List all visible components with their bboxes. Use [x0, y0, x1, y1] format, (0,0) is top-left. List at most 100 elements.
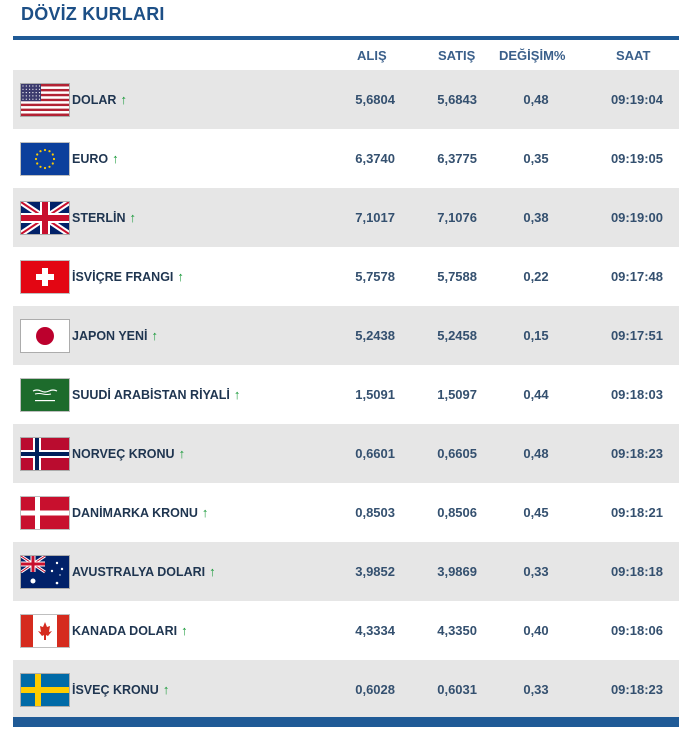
currency-name[interactable]: İSVEÇ KRONU ↑ — [72, 682, 169, 697]
currency-name[interactable]: İSVİÇRE FRANGI ↑ — [72, 269, 184, 284]
arrow-up-icon: ↑ — [162, 682, 170, 697]
currency-name-label: EURO — [72, 152, 109, 166]
currency-name[interactable]: DOLAR ↑ — [72, 92, 127, 107]
currency-name-label: JAPON YENİ — [72, 329, 148, 343]
column-header-degisim: DEĞİŞİM% — [499, 48, 566, 63]
buy-rate: 5,7578 — [355, 269, 395, 284]
buy-rate: 4,3334 — [355, 623, 395, 638]
change-percent: 0,45 — [523, 505, 549, 520]
sell-rate: 3,9869 — [437, 564, 477, 579]
change-percent: 0,35 — [523, 151, 549, 166]
eu-flag-icon — [21, 143, 69, 175]
sell-rate: 0,8506 — [437, 505, 477, 520]
currency-name[interactable]: EURO ↑ — [72, 151, 119, 166]
currency-name[interactable]: NORVEÇ KRONU ↑ — [72, 446, 185, 461]
table-bottom-bar — [13, 717, 679, 727]
currency-name-label: İSVEÇ KRONU — [72, 683, 159, 697]
column-header-alis: ALIŞ — [357, 48, 387, 63]
change-percent: 0,33 — [523, 682, 549, 697]
sweden-flag-icon — [21, 674, 69, 706]
norway-flag-icon — [21, 438, 69, 470]
table-row[interactable]: DANİMARKA KRONU ↑ 0,8503 0,8506 0,45 09:1… — [13, 483, 679, 542]
change-percent: 0,33 — [523, 564, 549, 579]
change-percent: 0,40 — [523, 623, 549, 638]
buy-rate: 5,6804 — [355, 92, 395, 107]
currency-table: ALIŞ SATIŞ DEĞİŞİM% SAAT DOLAR ↑ 5,6804 5… — [13, 36, 679, 719]
currency-name-label: STERLİN — [72, 211, 126, 225]
buy-rate: 6,3740 — [355, 151, 395, 166]
currency-name-label: DANİMARKA KRONU — [72, 506, 198, 520]
update-time: 09:18:23 — [610, 446, 663, 461]
buy-rate: 7,1017 — [355, 210, 395, 225]
arrow-up-icon: ↑ — [112, 151, 119, 166]
sell-rate: 4,3350 — [437, 623, 477, 638]
canada-flag-icon — [21, 615, 69, 647]
arrow-up-icon: ↑ — [201, 505, 209, 520]
sell-rate: 0,6605 — [437, 446, 477, 461]
currency-name-label: KANADA DOLARI — [72, 624, 178, 638]
currency-name[interactable]: DANİMARKA KRONU ↑ — [72, 505, 208, 520]
currency-name-label: AVUSTRALYA DOLARI — [72, 565, 206, 579]
sell-rate: 1,5097 — [437, 387, 477, 402]
table-top-bar — [13, 36, 679, 40]
update-time: 09:19:05 — [610, 151, 663, 166]
currency-name[interactable]: SUUDİ ARABİSTAN RİYALİ ↑ — [72, 387, 240, 402]
buy-rate: 0,6028 — [355, 682, 395, 697]
arrow-up-icon: ↑ — [120, 92, 127, 107]
currency-name-label: DOLAR — [72, 93, 117, 107]
column-header-saat: SAAT — [616, 48, 651, 63]
update-time: 09:18:21 — [610, 505, 663, 520]
table-header: ALIŞ SATIŞ DEĞİŞİM% SAAT — [13, 40, 679, 70]
table-row[interactable]: İSVİÇRE FRANGI ↑ 5,7578 5,7588 0,22 09:17… — [13, 247, 679, 306]
table-row[interactable]: SUUDİ ARABİSTAN RİYALİ ↑ 1,5091 1,5097 0,… — [13, 365, 679, 424]
update-time: 09:18:18 — [610, 564, 663, 579]
table-row[interactable]: İSVEÇ KRONU ↑ 0,6028 0,6031 0,33 09:18:23 — [13, 660, 679, 719]
currency-name[interactable]: KANADA DOLARI ↑ — [72, 623, 188, 638]
table-row[interactable]: KANADA DOLARI ↑ 4,3334 4,3350 0,40 09:18:… — [13, 601, 679, 660]
currency-name[interactable]: JAPON YENİ ↑ — [72, 328, 158, 343]
sell-rate: 7,1076 — [437, 210, 477, 225]
change-percent: 0,15 — [523, 328, 549, 343]
currency-name-label: NORVEÇ KRONU — [72, 447, 175, 461]
currency-name-label: İSVİÇRE FRANGI — [72, 270, 174, 284]
buy-rate: 5,2438 — [355, 328, 395, 343]
update-time: 09:18:03 — [610, 387, 663, 402]
currency-name[interactable]: AVUSTRALYA DOLARI ↑ — [72, 564, 216, 579]
arrow-up-icon: ↑ — [181, 623, 188, 638]
currency-name-label: SUUDİ ARABİSTAN RİYALİ — [72, 388, 230, 402]
sell-rate: 5,2458 — [437, 328, 477, 343]
change-percent: 0,48 — [523, 92, 549, 107]
change-percent: 0,48 — [523, 446, 549, 461]
update-time: 09:19:04 — [610, 92, 663, 107]
arrow-up-icon: ↑ — [233, 387, 241, 402]
japan-flag-icon — [21, 320, 69, 352]
change-percent: 0,22 — [523, 269, 549, 284]
change-percent: 0,38 — [523, 210, 549, 225]
swiss-flag-icon — [21, 261, 69, 293]
update-time: 09:17:51 — [610, 328, 663, 343]
table-row[interactable]: NORVEÇ KRONU ↑ 0,6601 0,6605 0,48 09:18:2… — [13, 424, 679, 483]
arrow-up-icon: ↑ — [209, 564, 216, 579]
arrow-up-icon: ↑ — [177, 269, 184, 284]
table-row[interactable]: DOLAR ↑ 5,6804 5,6843 0,48 09:19:04 — [13, 70, 679, 129]
denmark-flag-icon — [21, 497, 69, 529]
change-percent: 0,44 — [523, 387, 549, 402]
table-row[interactable]: AVUSTRALYA DOLARI ↑ 3,9852 3,9869 0,33 09… — [13, 542, 679, 601]
us-flag-icon — [21, 84, 69, 116]
buy-rate: 1,5091 — [355, 387, 395, 402]
update-time: 09:18:06 — [610, 623, 663, 638]
table-row[interactable]: EURO ↑ 6,3740 6,3775 0,35 09:19:05 — [13, 129, 679, 188]
page-title: DÖVİZ KURLARI — [21, 4, 165, 24]
buy-rate: 0,6601 — [355, 446, 395, 461]
update-time: 09:17:48 — [610, 269, 663, 284]
saudi-flag-icon — [21, 379, 69, 411]
uk-flag-icon — [21, 202, 69, 234]
sell-rate: 0,6031 — [437, 682, 477, 697]
sell-rate: 5,7588 — [437, 269, 477, 284]
update-time: 09:19:00 — [610, 210, 663, 225]
currency-name[interactable]: STERLİN ↑ — [72, 210, 136, 225]
arrow-up-icon: ↑ — [178, 446, 186, 461]
table-row[interactable]: JAPON YENİ ↑ 5,2438 5,2458 0,15 09:17:51 — [13, 306, 679, 365]
table-row[interactable]: STERLİN ↑ 7,1017 7,1076 0,38 09:19:00 — [13, 188, 679, 247]
sell-rate: 5,6843 — [437, 92, 477, 107]
